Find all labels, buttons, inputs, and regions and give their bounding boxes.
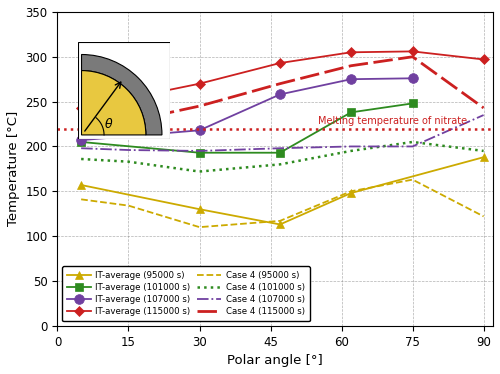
- IT-average (95000 s): [78, 183, 84, 187]
- Line: IT-average (95000 s): IT-average (95000 s): [77, 153, 488, 229]
- Case 4 (101000 s): [480, 149, 486, 153]
- Line: IT-average (115000 s): IT-average (115000 s): [78, 47, 488, 112]
- Case 4 (115000 s): [480, 105, 486, 110]
- Case 4 (95000 s): [410, 177, 416, 182]
- IT-average (115000 s): [410, 49, 416, 53]
- Case 4 (101000 s): [348, 149, 354, 153]
- Case 4 (101000 s): [277, 162, 283, 167]
- Case 4 (101000 s): [126, 159, 132, 164]
- IT-average (115000 s): [348, 50, 354, 55]
- X-axis label: Polar angle [°]: Polar angle [°]: [228, 354, 323, 367]
- Case 4 (107000 s): [410, 144, 416, 149]
- Case 4 (107000 s): [480, 113, 486, 117]
- Case 4 (95000 s): [196, 225, 202, 229]
- Case 4 (115000 s): [78, 126, 84, 131]
- IT-average (107000 s): [78, 138, 84, 142]
- Case 4 (107000 s): [277, 146, 283, 150]
- IT-average (95000 s): [480, 155, 486, 159]
- IT-average (107000 s): [196, 128, 202, 132]
- Case 4 (95000 s): [126, 203, 132, 208]
- IT-average (115000 s): [480, 57, 486, 62]
- IT-average (107000 s): [348, 77, 354, 82]
- Line: Case 4 (101000 s): Case 4 (101000 s): [81, 142, 483, 172]
- IT-average (107000 s): [277, 92, 283, 97]
- Case 4 (115000 s): [196, 104, 202, 108]
- IT-average (101000 s): [78, 140, 84, 144]
- Line: Case 4 (95000 s): Case 4 (95000 s): [81, 180, 483, 227]
- IT-average (101000 s): [348, 110, 354, 114]
- IT-average (115000 s): [196, 82, 202, 86]
- Case 4 (107000 s): [126, 148, 132, 152]
- IT-average (95000 s): [348, 191, 354, 195]
- Case 4 (95000 s): [78, 197, 84, 202]
- Line: Case 4 (107000 s): Case 4 (107000 s): [81, 115, 483, 151]
- Case 4 (101000 s): [410, 140, 416, 144]
- IT-average (95000 s): [277, 222, 283, 227]
- IT-average (107000 s): [410, 76, 416, 80]
- Y-axis label: Temperature [°C]: Temperature [°C]: [7, 111, 20, 227]
- Wedge shape: [82, 55, 162, 135]
- Case 4 (107000 s): [348, 144, 354, 149]
- Line: IT-average (107000 s): IT-average (107000 s): [76, 73, 417, 145]
- Case 4 (95000 s): [348, 189, 354, 193]
- IT-average (101000 s): [410, 101, 416, 105]
- Line: Case 4 (115000 s): Case 4 (115000 s): [81, 57, 483, 129]
- IT-average (115000 s): [78, 105, 84, 110]
- Case 4 (95000 s): [277, 219, 283, 223]
- Case 4 (101000 s): [196, 169, 202, 174]
- Case 4 (101000 s): [78, 157, 84, 161]
- Case 4 (115000 s): [126, 119, 132, 123]
- Text: $\theta$: $\theta$: [104, 117, 114, 132]
- Wedge shape: [82, 71, 146, 135]
- Case 4 (115000 s): [277, 82, 283, 86]
- Line: IT-average (101000 s): IT-average (101000 s): [77, 99, 416, 157]
- IT-average (115000 s): [277, 61, 283, 65]
- IT-average (101000 s): [196, 150, 202, 155]
- Legend: IT-average (95000 s), IT-average (101000 s), IT-average (107000 s), IT-average (: IT-average (95000 s), IT-average (101000…: [62, 266, 310, 322]
- Case 4 (95000 s): [480, 214, 486, 219]
- IT-average (101000 s): [277, 150, 283, 155]
- Case 4 (115000 s): [348, 64, 354, 68]
- FancyBboxPatch shape: [78, 42, 170, 139]
- Case 4 (107000 s): [196, 149, 202, 153]
- Text: Melting temperature of nitrate: Melting temperature of nitrate: [318, 116, 467, 126]
- IT-average (95000 s): [196, 207, 202, 211]
- Case 4 (115000 s): [410, 55, 416, 59]
- Case 4 (107000 s): [78, 146, 84, 150]
